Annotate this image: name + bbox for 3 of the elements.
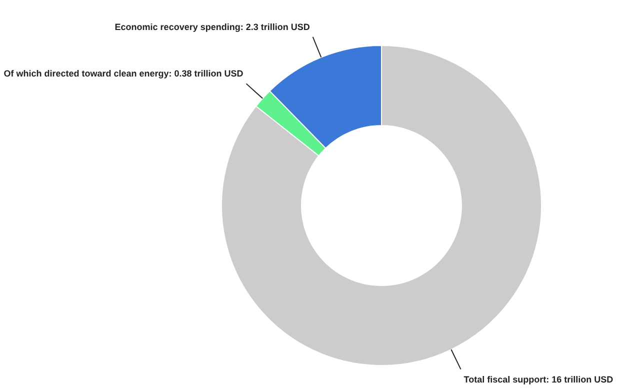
slice-label: Total fiscal support: 16 trillion USD — [464, 374, 614, 384]
slice-label: Of which directed toward clean energy: 0.38 trillion USD — [4, 68, 244, 79]
slice-label: Economic recovery spending: 2.3 trillion USD — [114, 22, 310, 32]
